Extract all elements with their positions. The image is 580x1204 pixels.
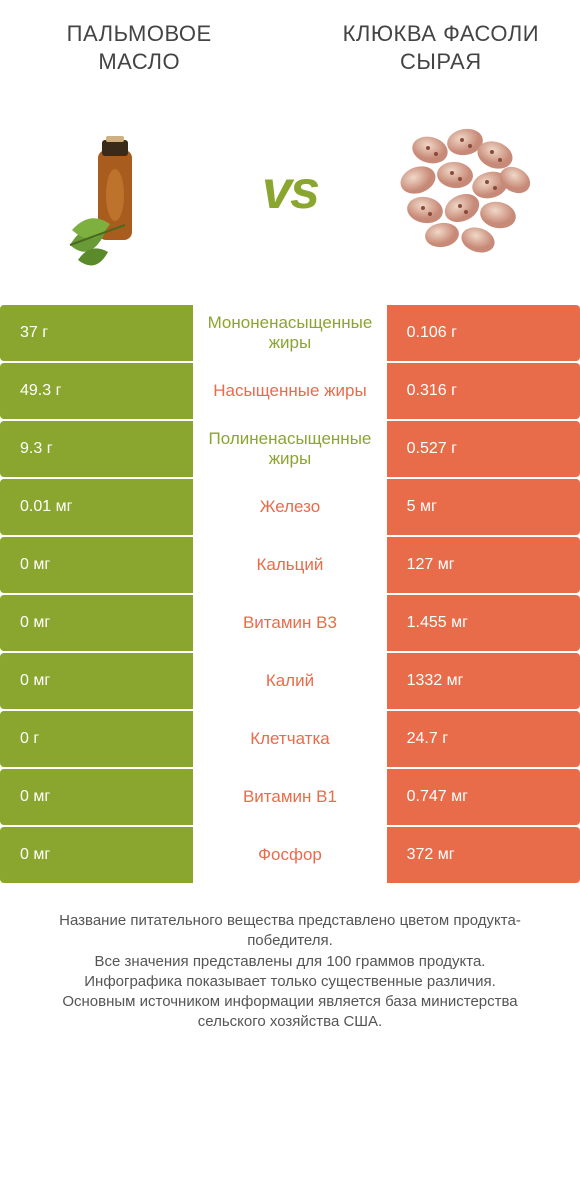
nutrient-label: Мононенасыщенные жиры [193, 305, 386, 361]
header-right-title: Клюква фасоли сырая [332, 20, 550, 75]
table-row: 0.01 мгЖелезо5 мг [0, 479, 580, 535]
vs-label: vs [262, 159, 318, 221]
table-row: 0 мгКалий1332 мг [0, 653, 580, 709]
value-right: 24.7 г [387, 711, 580, 767]
header-left-title: Пальмовое масло [30, 20, 248, 75]
table-row: 0 мгФосфор372 мг [0, 827, 580, 883]
images-row: vs [0, 85, 580, 305]
nutrient-label: Полиненасыщенные жиры [193, 421, 386, 477]
nutrient-label: Калий [193, 653, 386, 709]
value-right: 0.527 г [387, 421, 580, 477]
table-row: 0 гКлетчатка24.7 г [0, 711, 580, 767]
nutrient-label: Железо [193, 479, 386, 535]
value-left: 0 мг [0, 595, 193, 651]
footer-line: Основным источником информации является … [28, 992, 552, 1033]
value-right: 127 мг [387, 537, 580, 593]
header: Пальмовое масло Клюква фасоли сырая [0, 0, 580, 85]
footer-note: Название питательного вещества представл… [0, 885, 580, 1033]
value-right: 1.455 мг [387, 595, 580, 651]
value-left: 9.3 г [0, 421, 193, 477]
value-right: 0.316 г [387, 363, 580, 419]
table-row: 0 мгВитамин B31.455 мг [0, 595, 580, 651]
comparison-table: 37 гМононенасыщенные жиры0.106 г49.3 гНа… [0, 305, 580, 883]
value-left: 0 мг [0, 653, 193, 709]
value-left: 0.01 мг [0, 479, 193, 535]
product-right-image [370, 100, 550, 280]
nutrient-label: Витамин B1 [193, 769, 386, 825]
nutrient-label: Фосфор [193, 827, 386, 883]
value-left: 37 г [0, 305, 193, 361]
table-row: 37 гМононенасыщенные жиры0.106 г [0, 305, 580, 361]
footer-line: Название питательного вещества представл… [28, 911, 552, 952]
value-right: 0.106 г [387, 305, 580, 361]
table-row: 49.3 гНасыщенные жиры0.316 г [0, 363, 580, 419]
value-left: 0 мг [0, 537, 193, 593]
nutrient-label: Кальций [193, 537, 386, 593]
product-left-image [30, 100, 210, 280]
table-row: 0 мгВитамин B10.747 мг [0, 769, 580, 825]
value-right: 0.747 мг [387, 769, 580, 825]
value-right: 5 мг [387, 479, 580, 535]
nutrient-label: Насыщенные жиры [193, 363, 386, 419]
value-right: 372 мг [387, 827, 580, 883]
value-left: 0 г [0, 711, 193, 767]
footer-line: Все значения представлены для 100 граммо… [28, 952, 552, 972]
value-left: 0 мг [0, 827, 193, 883]
nutrient-label: Клетчатка [193, 711, 386, 767]
value-left: 49.3 г [0, 363, 193, 419]
value-left: 0 мг [0, 769, 193, 825]
value-right: 1332 мг [387, 653, 580, 709]
table-row: 9.3 гПолиненасыщенные жиры0.527 г [0, 421, 580, 477]
nutrient-label: Витамин B3 [193, 595, 386, 651]
footer-line: Инфографика показывает только существенн… [28, 972, 552, 992]
table-row: 0 мгКальций127 мг [0, 537, 580, 593]
